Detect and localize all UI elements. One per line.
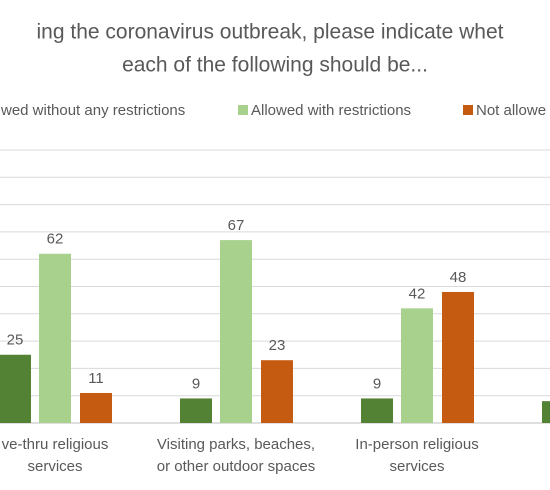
bar (361, 398, 393, 423)
legend-label: Allowed with restrictions (251, 102, 411, 119)
legend-swatch (238, 105, 248, 115)
x-tick-label: ve-thru religious (2, 436, 109, 453)
bar (39, 253, 71, 423)
bar (80, 392, 112, 423)
value-label: 23 (269, 337, 286, 354)
bar (542, 401, 550, 423)
value-label: 9 (373, 375, 381, 392)
value-label: 62 (47, 231, 64, 248)
legend-label: Not allowe (476, 102, 546, 119)
value-label: 25 (7, 332, 24, 349)
value-label: 9 (192, 375, 200, 392)
bar (0, 354, 31, 423)
value-label: 11 (88, 370, 104, 387)
bar (220, 240, 252, 423)
value-label: 67 (228, 217, 245, 234)
value-label: 42 (409, 285, 426, 302)
chart-title: ing the coronavirus outbreak, please ind… (37, 21, 504, 44)
bar (261, 360, 293, 423)
x-tick-label: In-person religious (355, 436, 478, 453)
value-label: 48 (450, 269, 467, 286)
legend-label: wed without any restrictions (0, 102, 185, 119)
legend-swatch (463, 105, 473, 115)
x-tick-label: Visiting parks, beaches, (157, 436, 315, 453)
bar (401, 308, 433, 423)
x-tick-label: or other outdoor spaces (157, 458, 315, 475)
chart-title: each of the following should be... (122, 54, 428, 77)
x-tick-label: services (389, 458, 444, 475)
bar (180, 398, 212, 423)
x-tick-label: services (27, 458, 82, 475)
bar (442, 291, 474, 423)
